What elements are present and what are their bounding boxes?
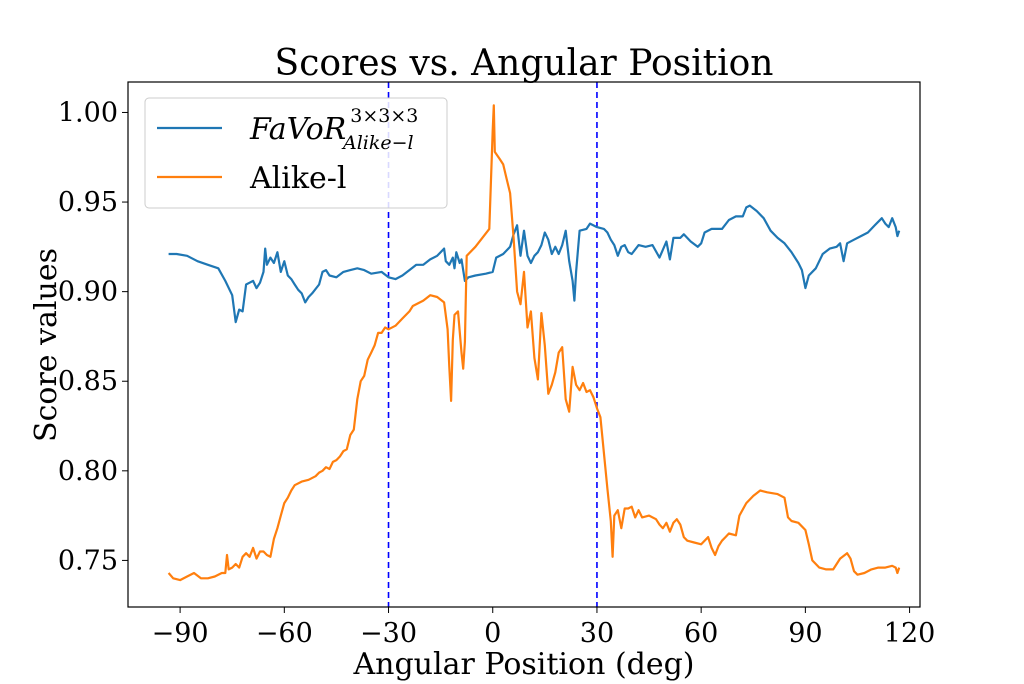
plot-series: [167, 104, 901, 582]
y-tick-label: 0.85: [58, 366, 118, 397]
series-line-favor: [168, 204, 901, 324]
x-axis-ticks: −90 −60 −30 0 30 60 90 120: [152, 607, 936, 649]
y-tick-label: 0.90: [58, 277, 118, 308]
plot-frame: [127, 81, 921, 608]
x-tick-label: −90: [152, 618, 209, 649]
y-axis-ticks: 0.75 0.80 0.85 0.90 0.95 1.00: [58, 97, 128, 576]
x-tick-label: 60: [684, 618, 718, 649]
y-tick-label: 0.80: [58, 456, 118, 487]
x-tick-label: 120: [884, 618, 936, 649]
x-tick-label: 90: [788, 618, 822, 649]
y-tick-label: 0.95: [58, 187, 118, 218]
legend: FaVoR 3×3×3 Alike−l Alike-l: [144, 97, 448, 209]
x-axis-label: Angular Position (deg): [352, 647, 694, 682]
series-line-alike-l: [167, 104, 901, 582]
x-tick-label: 0: [484, 618, 501, 649]
x-tick-label: −30: [360, 618, 417, 649]
y-axis-label: Score values: [29, 248, 64, 442]
x-tick-label: 30: [580, 618, 614, 649]
legend-favor-name: FaVoR: [249, 112, 346, 147]
legend-label-alike: Alike-l: [249, 161, 347, 196]
chart-title: Scores vs. Angular Position: [275, 43, 774, 84]
reference-lines: [387, 82, 598, 607]
y-tick-label: 1.00: [58, 97, 118, 128]
legend-favor-superscript: 3×3×3: [350, 105, 418, 127]
y-tick-label: 0.75: [58, 545, 118, 576]
legend-box: [144, 97, 448, 209]
legend-favor-subscript: Alike−l: [341, 132, 414, 154]
legend-label-favor: FaVoR 3×3×3: [249, 105, 418, 147]
x-tick-label: −60: [256, 618, 313, 649]
